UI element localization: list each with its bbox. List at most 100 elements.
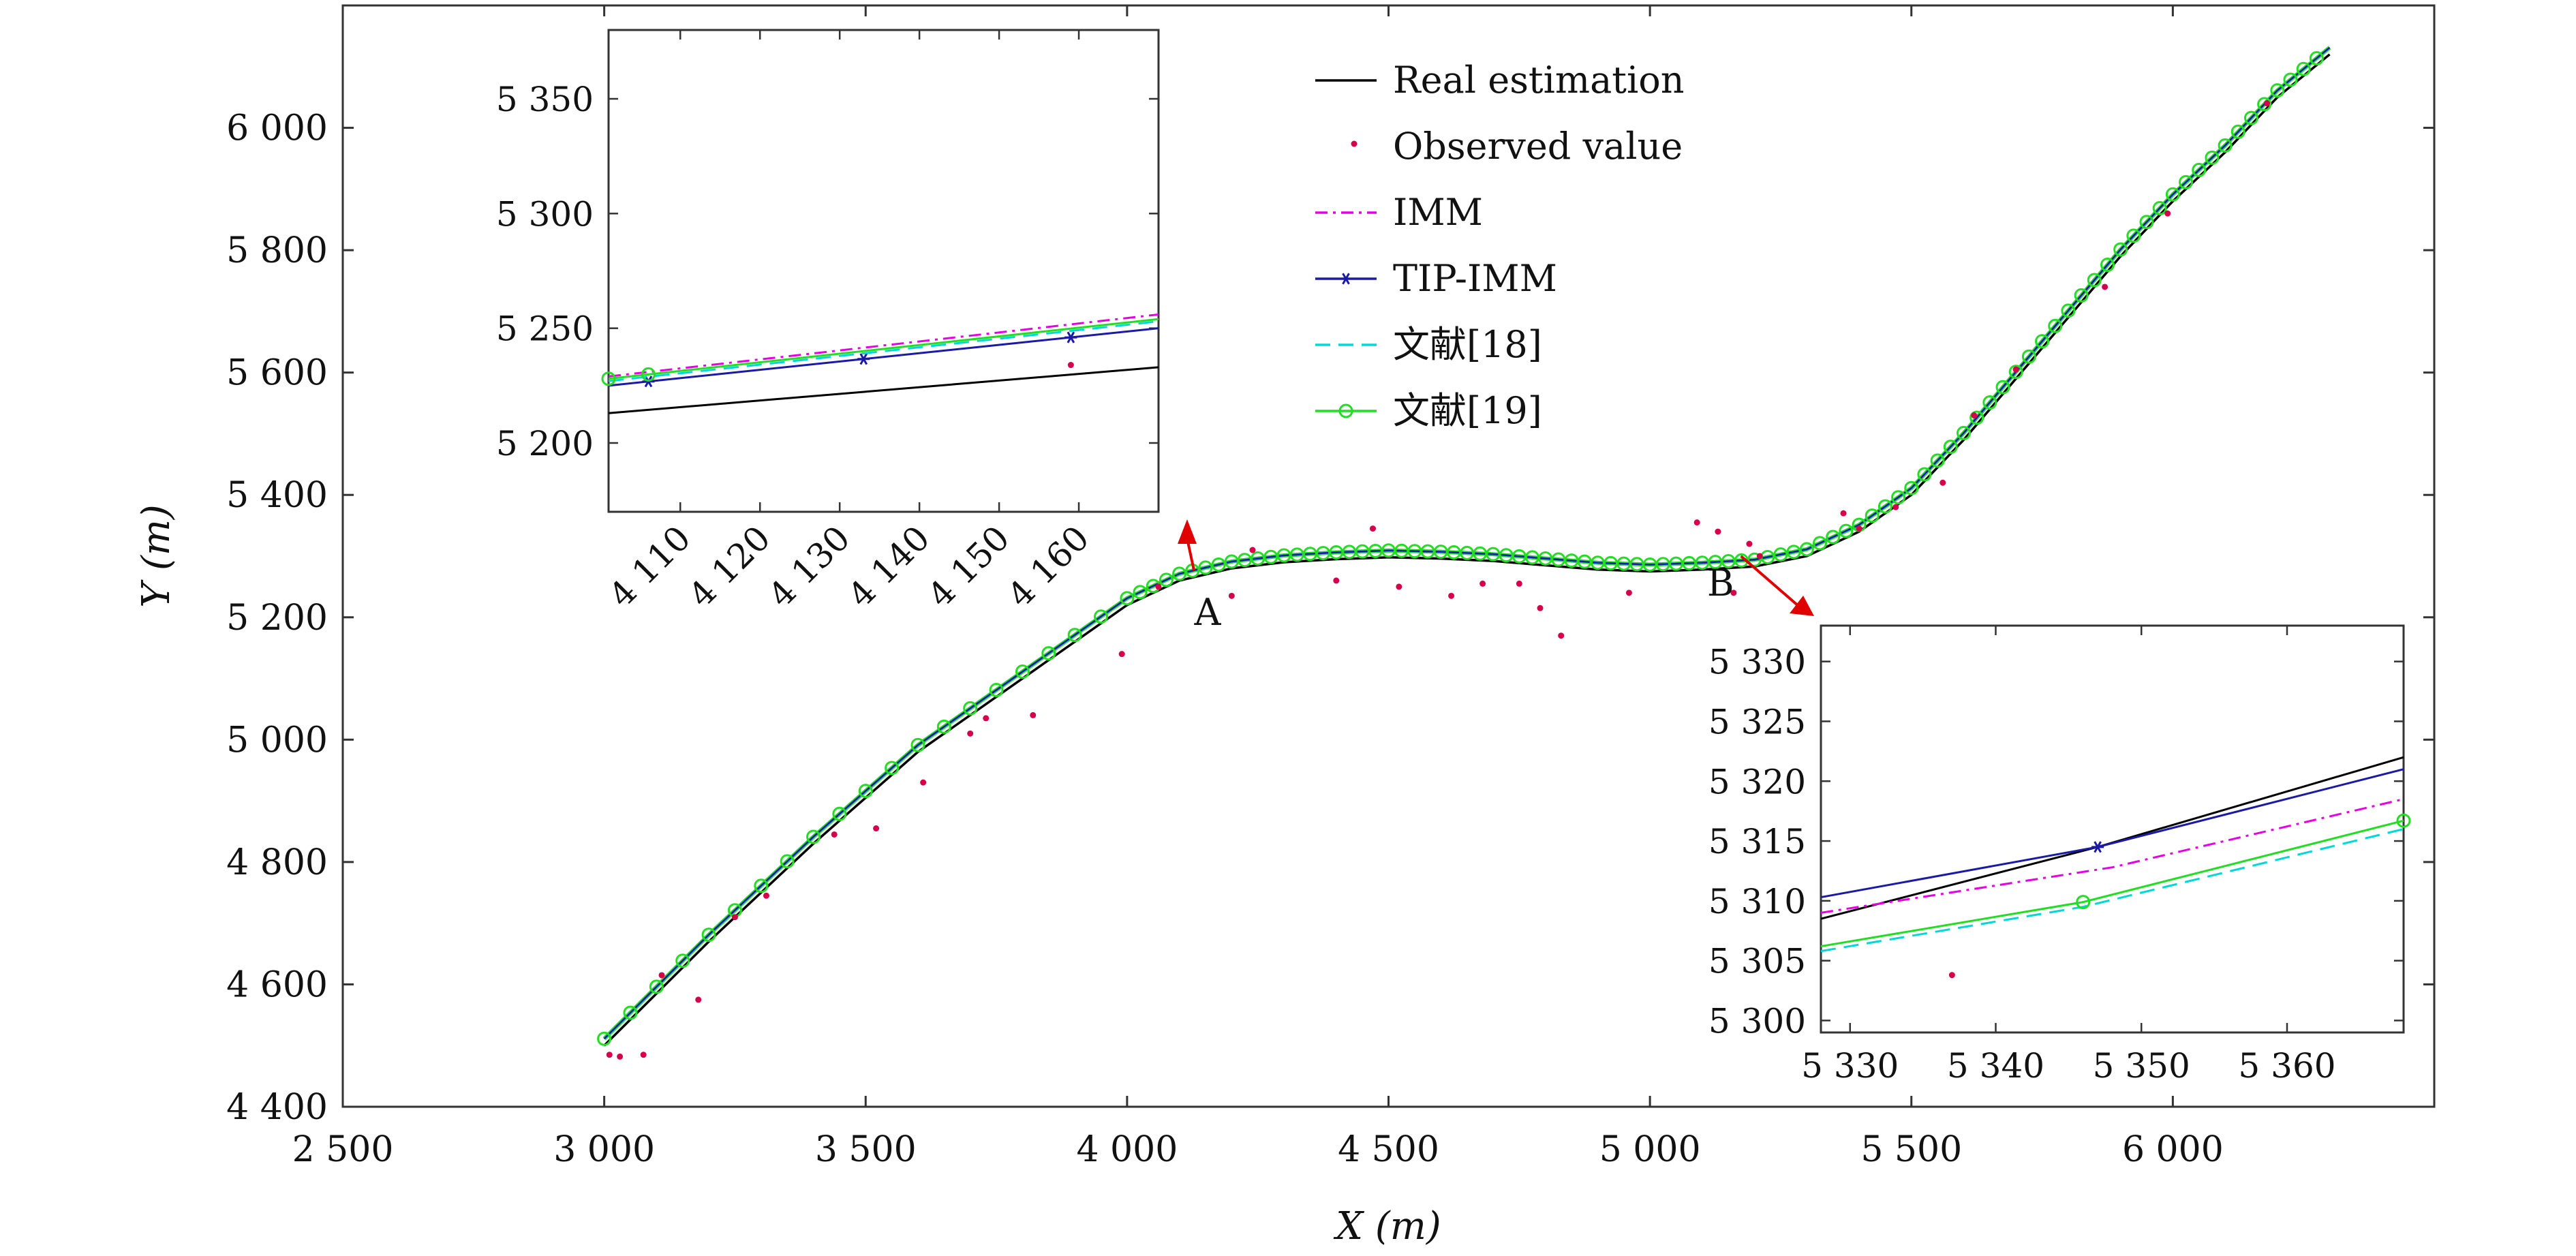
inset-observed-point [1067,362,1074,369]
series-lit19-marker [675,953,690,968]
y-tick-label: 4 800 [226,842,328,883]
inset-marker-circle [641,367,656,382]
inset-y-tick-label: 5 350 [496,80,594,119]
inset-marker-star-arm [859,353,868,365]
inset-marker-star-arm [1067,331,1075,343]
observed-point [873,825,880,832]
y-tick-label: 5 000 [226,720,328,761]
legend: Real estimation Observed value IMM TIP-IMM 文… [1315,59,1685,432]
series-lit19-marker [2218,138,2233,153]
annotation-b-arrowhead [1790,596,1814,616]
inset-marker-circle [2396,813,2411,828]
legend-label: Real estimation [1393,59,1685,102]
inset-y-tick-label: 5 325 [1708,702,1806,741]
annotation-b-arrow [1740,555,1800,608]
inset-x-tick-label: 4 120 [681,518,778,615]
legend-label: Observed value [1393,125,1683,168]
series-lit19-marker [989,682,1004,697]
series-lit19-marker [1198,560,1213,575]
observed-point [1892,504,1899,510]
observed-point [1228,592,1235,599]
series-lit19-marker [2061,303,2076,318]
inset-frame [607,29,1160,513]
inset-y-tick-label: 5 315 [1708,822,1806,861]
observed-point [983,715,990,722]
series-lit19-marker [1904,480,1919,495]
legend-marker-circle [1338,403,1353,418]
observed-point [1118,651,1125,658]
series-lit19-marker [2087,273,2102,288]
series-lit19-marker [2021,349,2036,364]
legend-marker-star [1340,273,1352,285]
observed-point [1939,479,1946,486]
observed-point [606,1052,613,1058]
observed-point [1746,540,1753,547]
observed-point [1693,519,1700,526]
observed-point [1448,592,1455,599]
legend-marker-star-arm [1342,273,1350,285]
series-lit19-marker [1943,440,1958,455]
inset-series-line [1820,819,2404,948]
series-lit19-marker [1995,380,2010,395]
observed-point [1396,583,1402,590]
series-lit19-marker [2205,150,2220,165]
inset-marker-star [2091,841,2104,853]
series-lit19-marker [1133,585,1148,600]
inset-x-tick-label: 4 160 [1000,518,1097,615]
inset-x-tick-label: 5 350 [2093,1046,2190,1086]
annotation-a: A [1193,591,1221,634]
inset-series-line [608,366,1159,414]
series-lit19-marker [832,806,847,821]
observed-point [967,730,974,737]
series-lit19-marker [1786,545,1801,560]
y-tick-label: 5 600 [226,353,328,394]
annotation-a-arrowhead [1177,519,1197,544]
inset-b: 5 330 5 340 5 350 5 360 5 300 5 305 5 310 5 315… [1708,624,2411,1086]
series-lit19-marker [1917,467,1932,482]
series-lit19-marker [806,829,821,844]
inset-x-tick-label: 4 150 [920,518,1017,615]
observed-point [1333,577,1340,584]
series-lit19-marker [1877,499,1892,514]
inset-marker-star-arm [2094,841,2102,853]
series-lit19-marker [701,928,716,943]
legend-marker-observed [1351,140,1358,147]
series-lit19-marker [1211,557,1226,572]
series-lit19-marker [2035,334,2050,349]
series-lit19-marker [963,701,978,716]
series-lit19-marker [2243,110,2258,125]
series-lit19-marker [2309,51,2324,66]
series-lit19-marker [1891,490,1906,505]
observed-point [2012,366,2019,373]
observed-point [617,1053,624,1060]
observed-point [831,831,838,838]
inset-marker-star [1064,331,1077,343]
observed-point [2102,284,2109,290]
observed-point [658,972,665,979]
y-tick-label: 5 400 [226,475,328,516]
inset-y-tick-label: 5 200 [496,424,594,463]
series-lit19-marker [858,784,873,799]
x-axis-label: X (m) [1333,1204,1441,1249]
series-lit19-marker [780,854,795,869]
inset-series-line [1820,828,2404,953]
inset-y-tick-label: 5 305 [1708,942,1806,981]
observed-point [1730,589,1737,596]
series-lit19-marker [2048,318,2063,333]
inset-observed-point [1948,972,1955,979]
observed-point [2164,210,2171,217]
inset-x-tick-label: 4 130 [761,518,857,615]
observed-point [1856,525,1862,532]
series-lit19-marker [1041,646,1056,661]
series-lit19-marker [2270,83,2285,98]
observed-point [920,779,927,786]
series-lit19-marker [2139,215,2154,230]
x-tick-label: 2 500 [292,1129,394,1170]
inset-series-line [1820,798,2404,914]
observed-point [1537,604,1544,611]
inset-x-tick-label: 5 340 [1947,1046,2044,1086]
series-lit19-marker [1969,410,1984,425]
legend-label: TIP-IMM [1393,257,1557,300]
